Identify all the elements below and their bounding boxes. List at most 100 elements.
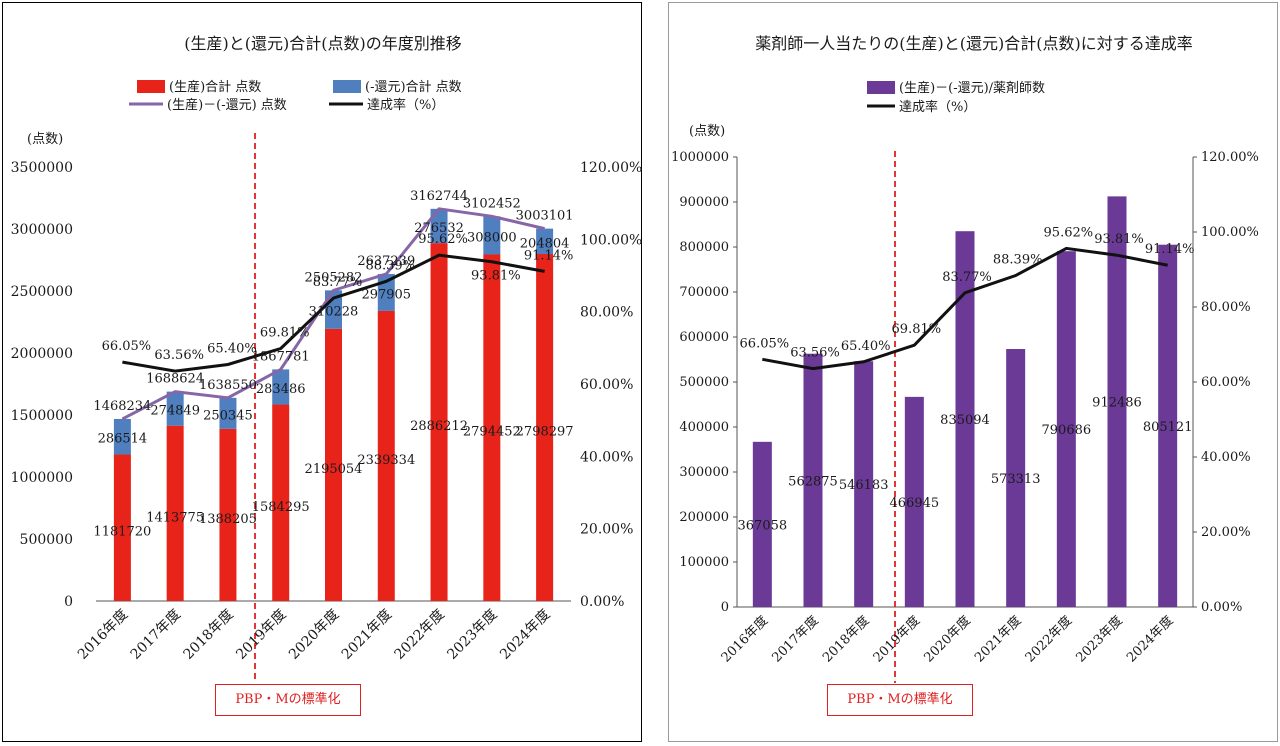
left-chart-svg: (生産)と(還元)合計(点数)の年度別推移 (生産)合計 点数 (-還元)合計 …: [11, 34, 642, 683]
left-x-tick-label: 2016年度: [75, 607, 131, 663]
left-data-label-rate: 63.56%: [154, 348, 204, 363]
right-y-unit: (点数): [689, 124, 725, 139]
left-bar-production: [219, 428, 237, 601]
right-x-tick-label: 2019年度: [870, 613, 923, 666]
left-data-label-production: 2886212: [410, 419, 468, 434]
right-y-tick-label: 600000: [679, 330, 729, 345]
right-data-label-rate: 88.39%: [993, 253, 1043, 268]
right-y-tick-label: 100000: [679, 555, 729, 570]
right-bar-per-pharmacist: [904, 396, 924, 607]
left-bar-production: [166, 425, 184, 601]
right-bar-per-pharmacist: [1107, 196, 1127, 608]
right-x-tick-label: 2023年度: [1073, 613, 1126, 666]
right-data-label-rate: 65.40%: [841, 339, 891, 354]
right-y-tick-label: 1000000: [671, 150, 729, 165]
left-bar-return: [483, 216, 501, 255]
left-data-label-rate: 66.05%: [102, 339, 152, 354]
left-data-label-rate: 69.81%: [260, 326, 310, 341]
right-x-tick-label: 2020年度: [921, 613, 974, 666]
left-data-label-rate: 93.81%: [471, 269, 521, 284]
legend-label-black-line: 達成率（%）: [367, 97, 444, 113]
right-data-label-rate: 95.62%: [1044, 225, 1094, 240]
right-data-label-value: 835094: [940, 413, 990, 428]
left-data-label-return: 283486: [256, 382, 306, 397]
left-bar-return: [536, 228, 554, 255]
legend-label-purple-bar: (生産)－(-還元)/薬剤師数: [899, 80, 1045, 96]
left-y2-tick-label: 100.00%: [580, 232, 642, 248]
left-data-label-net: 1638550: [199, 378, 257, 393]
right-data-label-value: 466945: [890, 496, 940, 511]
right-y2-tick-label: 100.00%: [1201, 225, 1259, 240]
left-x-tick-label: 2019年度: [233, 607, 289, 663]
legend-label-blue: (-還元)合計 点数: [365, 79, 462, 95]
right-bar-per-pharmacist: [854, 361, 874, 607]
left-x-tick-label: 2017年度: [128, 607, 184, 663]
left-data-label-net: 3003101: [516, 209, 574, 224]
left-data-label-production: 1413775: [146, 510, 204, 525]
right-y-tick-label: 500000: [679, 375, 729, 390]
left-data-label-rate: 91.14%: [524, 248, 574, 263]
left-data-label-return: 308000: [467, 230, 517, 245]
left-data-label-return: 204804: [520, 236, 570, 251]
left-data-label-return: 274849: [150, 404, 200, 419]
left-bar-return: [166, 391, 184, 426]
left-y-tick-label: 3000000: [11, 222, 73, 238]
right-bar-per-pharmacist: [1056, 251, 1076, 608]
left-data-label-production: 2798297: [516, 425, 574, 440]
left-line-achievement-rate: [122, 253, 545, 373]
left-y-tick-label: 1500000: [11, 408, 73, 424]
right-data-label-rate: 69.81%: [892, 322, 942, 337]
right-x-tick-label: 2021年度: [971, 613, 1024, 666]
left-y-tick-label: 2000000: [11, 346, 73, 362]
left-x-tick-label: 2018年度: [180, 607, 236, 663]
left-y-tick-label: 1000000: [11, 470, 73, 486]
right-data-label-value: 546183: [839, 478, 889, 493]
right-line-achievement-rate: [762, 246, 1168, 371]
left-data-label-return: 276532: [414, 221, 464, 236]
left-data-label-net: 2505282: [305, 270, 363, 285]
left-data-label-return: 297905: [361, 287, 411, 302]
legend-label-right-black-line: 達成率（%）: [899, 99, 976, 115]
left-bar-production: [377, 310, 395, 601]
right-data-label-value: 562875: [788, 474, 838, 489]
left-data-label-production: 2339334: [357, 453, 415, 468]
left-data-label-production: 2794452: [463, 425, 521, 440]
right-standardization-box: PBP・Mの標準化: [827, 684, 973, 716]
right-bar-per-pharmacist: [955, 231, 975, 607]
left-bar-production: [536, 254, 554, 601]
left-y2-tick-label: 60.00%: [580, 377, 633, 393]
right-chart-panel: 薬剤師一人当たりの(生産)と(還元)合計(点数)に対する達成率 (生産)－(-還…: [668, 2, 1278, 742]
right-data-label-value: 805121: [1143, 420, 1193, 435]
left-x-tick-label: 2022年度: [392, 607, 448, 663]
left-x-tick-label: 2021年度: [339, 607, 395, 663]
left-data-label-net: 2637239: [357, 254, 415, 269]
left-bar-production: [272, 404, 290, 601]
right-bar-per-pharmacist: [803, 353, 823, 607]
left-bar-return: [219, 397, 237, 429]
legend-swatch-purple-bar: [867, 81, 895, 94]
right-x-tick-label: 2022年度: [1022, 613, 1075, 666]
left-standardization-box: PBP・Mの標準化: [215, 684, 361, 716]
left-data-label-net: 3162744: [410, 189, 468, 204]
left-data-label-rate: 83.77%: [313, 275, 363, 290]
left-data-label-net: 1468234: [93, 399, 151, 414]
left-bar-return: [272, 369, 290, 405]
right-y2-tick-label: 40.00%: [1201, 450, 1251, 465]
right-y2-tick-label: 120.00%: [1201, 150, 1259, 165]
right-y-tick-label: 200000: [679, 510, 729, 525]
left-data-label-net: 1867781: [252, 349, 310, 364]
right-y2-tick-label: 20.00%: [1201, 525, 1251, 540]
left-data-label-rate: 88.39%: [365, 258, 415, 273]
legend-label-red: (生産)合計 点数: [169, 79, 261, 95]
left-y-tick-label: 500000: [20, 532, 73, 548]
left-bar-return: [325, 290, 342, 329]
legend-label-purple-line: (生産)－(-還元) 点数: [167, 97, 287, 113]
right-data-label-value: 912486: [1092, 396, 1142, 411]
left-data-label-production: 1181720: [93, 525, 151, 540]
right-data-label-rate: 66.05%: [740, 336, 790, 351]
right-y-tick-label: 700000: [679, 285, 729, 300]
left-y-unit: (点数): [27, 132, 63, 147]
left-x-tick-label: 2020年度: [286, 607, 342, 663]
left-bar-return: [430, 208, 448, 244]
left-chart-panel: (生産)と(還元)合計(点数)の年度別推移 (生産)合計 点数 (-還元)合計 …: [2, 2, 642, 742]
